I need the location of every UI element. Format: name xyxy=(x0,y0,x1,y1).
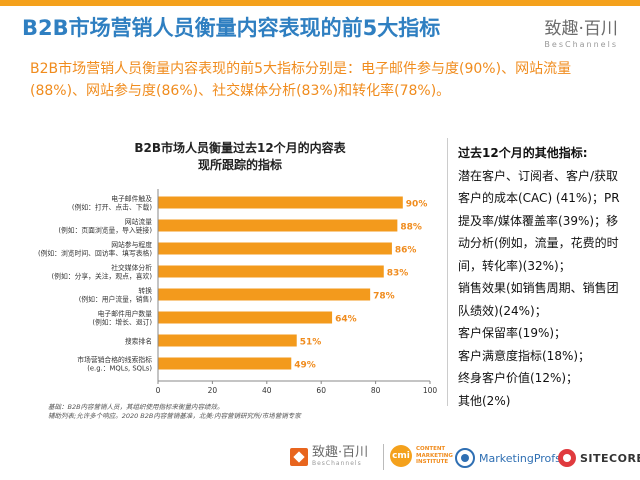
x-tick-label: 100 xyxy=(423,386,438,395)
bar-value-label: 90% xyxy=(406,200,428,210)
other-metrics-panel: 过去12个月的其他指标: 潜在客户、订阅者、客户/获取客户的成本(CAC) (4… xyxy=(458,142,630,412)
bar xyxy=(158,311,333,324)
cmi-line3: INSTITUTE xyxy=(416,459,449,466)
other-metrics-item: 销售效果(如销售周期、销售团队绩效)(24%)； xyxy=(458,281,619,318)
category-sublabel: (e.g.：MQLs, SQLs) xyxy=(87,365,152,373)
other-metrics-title: 过去12个月的其他指标: xyxy=(458,146,588,160)
category-label: 网站流量 xyxy=(125,217,152,226)
category-label: 转换 xyxy=(138,286,152,295)
bar-value-label: 88% xyxy=(400,223,422,233)
marketingprofs-icon xyxy=(455,448,475,468)
category-label: 电子邮件触及 xyxy=(111,194,152,203)
page-title: B2B市场营销人员衡量内容表现的前5大指标 xyxy=(22,16,441,40)
beschannels-mark-icon xyxy=(290,447,308,466)
footer-separator xyxy=(383,444,384,470)
footer-beschannels-en: BesChannels xyxy=(312,460,362,467)
category-label: 社交媒体分析 xyxy=(111,263,152,272)
bar-chart: 90% 电子邮件触及(例如：打开、点击、下载) 88% 网站流量(例如：页面浏览量，导… xyxy=(38,189,438,395)
category-label: 网站参与程度 xyxy=(111,240,152,249)
x-tick-label: 20 xyxy=(208,386,218,395)
bar xyxy=(158,334,297,347)
bar xyxy=(158,357,292,370)
bar-value-label: 64% xyxy=(335,315,357,325)
bar-value-label: 83% xyxy=(387,269,409,279)
footer-marketingprofs-logo: MarketingProfs xyxy=(455,448,561,468)
note-line2: 辅助列表;允许多个响应。2020 B2B内容营销基准，北美:内容营销研究所/市场… xyxy=(48,412,301,420)
note-line1: 基础：B2B内容营销人员，其组织使用指标来衡量内容绩效。 xyxy=(48,403,224,411)
bar-value-label: 49% xyxy=(294,361,316,371)
other-metrics-item: 终身客户价值(12%)； xyxy=(458,371,579,385)
sitecore-icon xyxy=(558,449,576,467)
category-label: 电子邮件用户数量 xyxy=(98,309,153,318)
summary-text: B2B市场营销人员衡量内容表现的前5大指标分别是：电子邮件参与度(90%)、网站… xyxy=(30,61,572,99)
bar xyxy=(158,196,403,209)
other-metrics-item: 客户保留率(19%)； xyxy=(458,326,567,340)
x-tick-label: 0 xyxy=(156,386,161,395)
footer-logos: 致趣·百川 BesChannels cmi CONTENT MARKETING … xyxy=(0,440,640,480)
bar xyxy=(158,242,392,255)
category-sublabel: (例如：用户流量，销售) xyxy=(79,295,153,304)
category-sublabel: (例如：增长、退订) xyxy=(92,318,152,327)
chart-note: 基础：B2B内容营销人员，其组织使用指标来衡量内容绩效。 辅助列表;允许多个响应… xyxy=(48,403,301,421)
x-tick-label: 80 xyxy=(371,386,381,395)
chart-title-line1: B2B市场人员衡量过去12个月的内容表 xyxy=(134,141,346,155)
x-tick-label: 60 xyxy=(316,386,326,395)
footer-cmi-logo: cmi CONTENT MARKETING INSTITUTE xyxy=(390,445,453,467)
chart-title: B2B市场人员衡量过去12个月的内容表 现所跟踪的指标 xyxy=(110,140,370,174)
cmi-line2: MARKETING xyxy=(416,452,453,459)
chart-title-line2: 现所跟踪的指标 xyxy=(197,158,282,172)
category-sublabel: (例如：分享，关注，观点，喜欢) xyxy=(52,272,153,281)
other-metrics-item: 潜在客户、订阅者、客户/获取客户的成本(CAC) (41%)；PR提及率/媒体覆… xyxy=(458,168,620,273)
bar xyxy=(158,219,398,232)
category-sublabel: (例如：打开、点击、下载) xyxy=(72,203,152,212)
x-tick-label: 40 xyxy=(262,386,272,395)
sitecore-text: SITECORE xyxy=(580,451,640,465)
other-metrics-item: 其他(2%) xyxy=(458,393,511,408)
category-label: 搜索排名 xyxy=(125,337,152,346)
bar-value-label: 78% xyxy=(373,292,395,302)
footer-sitecore-logo: SITECORE xyxy=(558,449,640,467)
other-metrics-item: 客户满意度指标(18%)； xyxy=(458,348,591,363)
bar xyxy=(158,288,371,301)
cmi-line1: CONTENT xyxy=(416,446,446,453)
marketingprofs-text: MarketingProfs xyxy=(479,451,561,465)
logo-cn-text: 致趣·百川 xyxy=(544,19,618,39)
divider xyxy=(447,138,448,406)
bar-value-label: 86% xyxy=(395,246,417,256)
category-sublabel: (例如：浏览时间、回访率、填写表格) xyxy=(38,249,152,258)
logo-en-text: BesChannels xyxy=(544,40,618,49)
beschannels-logo: 致趣·百川 BesChannels xyxy=(544,14,618,49)
bar-value-label: 51% xyxy=(300,338,322,348)
bar xyxy=(158,265,384,278)
cmi-circle-icon: cmi xyxy=(390,445,412,467)
category-label: 市场营销合格的线索指标 xyxy=(77,355,152,364)
footer-beschannels-logo: 致趣·百川 BesChannels xyxy=(290,446,368,467)
top-accent-bar xyxy=(0,0,640,6)
footer-beschannels-cn: 致趣·百川 xyxy=(312,445,369,460)
category-sublabel: (例如：页面浏览量，导入链接) xyxy=(58,226,152,235)
